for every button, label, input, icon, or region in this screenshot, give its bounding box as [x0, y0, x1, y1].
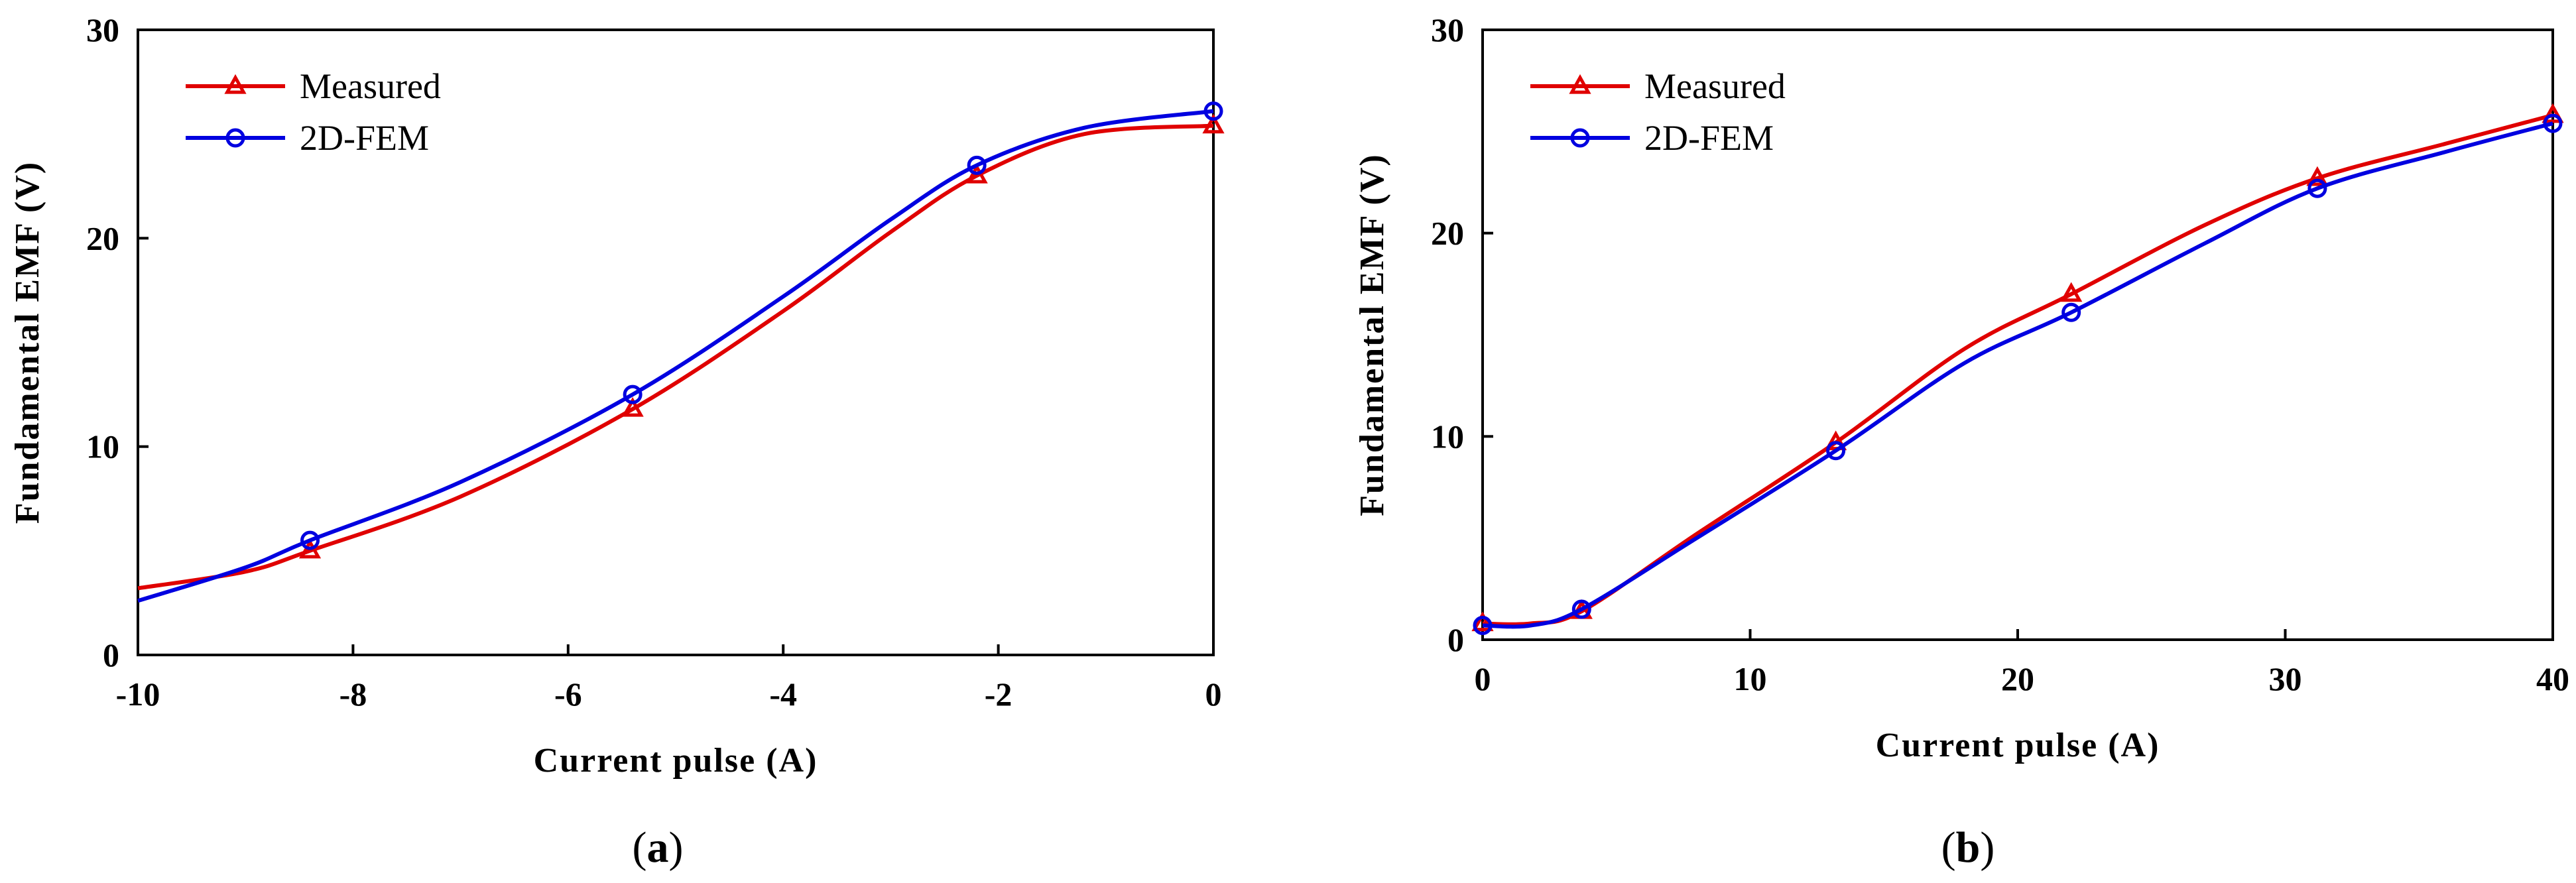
- chart-panel-b: 0 10 20 30 40 0 10 20 30 Current pulse (A) Fundame…: [1353, 11, 2569, 764]
- data-point-fem-b-1: [1571, 599, 1591, 619]
- data-point-fem-b-4: [2307, 178, 2327, 198]
- data-point-fem-b-2: [1826, 441, 1846, 461]
- y-tick-label-a-0: 0: [103, 636, 119, 674]
- y-axis-title-a: Fundamental EMF (V): [9, 161, 46, 524]
- x-tick-label-a-5: 0: [1205, 676, 1222, 713]
- x-tick-label-a-0: -10: [116, 676, 160, 713]
- legend-marker-fem-b: [1570, 128, 1590, 148]
- series-line-measured-b: [1482, 113, 2553, 626]
- data-point-measured-b-3: [2060, 282, 2083, 302]
- x-tick-label-a-4: -2: [985, 676, 1012, 713]
- x-tick-label-b-4: 40: [2536, 660, 2569, 697]
- x-axis-title-b: Current pulse (A): [1876, 727, 2160, 764]
- y-tick-label-b-0: 0: [1447, 621, 1464, 658]
- legend-label-measured-b: Measured: [1644, 66, 1786, 106]
- legend-label-measured-a: Measured: [300, 66, 441, 106]
- data-point-measured-a-0: [298, 538, 322, 559]
- x-tick-label-b-1: 10: [1734, 660, 1767, 697]
- data-point-fem-b-5: [2543, 113, 2563, 133]
- legend-label-fem-b: 2D-FEM: [1644, 118, 1774, 158]
- series-line-fem-b: [1482, 121, 2553, 629]
- x-tick-label-b-3: 30: [2269, 660, 2302, 697]
- data-point-fem-b-3: [2061, 302, 2081, 322]
- legend-label-fem-a: 2D-FEM: [300, 118, 429, 158]
- data-point-measured-b-5: [2542, 103, 2564, 123]
- panel-b-caption: (b): [1941, 823, 1995, 872]
- x-tick-label-b-0: 0: [1475, 660, 1491, 697]
- legend-marker-measured-b: [1569, 74, 1591, 94]
- data-point-measured-a-1: [621, 396, 644, 417]
- x-axis-title-a: Current pulse (A): [534, 742, 818, 780]
- legend-marker-fem-a: [225, 128, 245, 148]
- y-tick-label-b-1: 10: [1431, 418, 1464, 455]
- data-point-measured-b-4: [2306, 166, 2329, 186]
- data-point-fem-a-3: [1203, 101, 1223, 121]
- data-point-fem-b-0: [1473, 616, 1493, 636]
- series-line-fem-a: [137, 109, 1214, 603]
- series-line-measured-a: [137, 123, 1214, 591]
- x-tick-label-a-3: -4: [769, 676, 797, 713]
- y-axis-title-b: Fundamental EMF (V): [1353, 153, 1391, 516]
- y-tick-label-a-3: 30: [86, 11, 119, 48]
- y-tick-label-a-2: 20: [86, 219, 119, 257]
- plot-frame-a: [137, 29, 1215, 656]
- data-point-fem-a-2: [967, 155, 987, 175]
- panel-a-caption: (a): [633, 823, 684, 872]
- data-point-fem-a-1: [623, 384, 643, 404]
- data-point-fem-a-0: [300, 530, 320, 550]
- y-tick-label-a-1: 10: [86, 428, 119, 465]
- x-tick-label-a-2: -6: [554, 676, 582, 713]
- legend-marker-measured-a: [224, 74, 247, 94]
- data-point-measured-a-3: [1202, 113, 1225, 134]
- chart-panel-a: -10 -8 -6 -4 -2 0 0 10 20 30 Current pulse (A) Fund…: [9, 11, 1225, 780]
- x-tick-label-a-1: -8: [339, 676, 367, 713]
- y-tick-label-b-2: 20: [1431, 215, 1464, 252]
- data-point-measured-a-2: [965, 163, 988, 184]
- data-point-measured-b-0: [1471, 611, 1494, 632]
- y-tick-label-b-3: 30: [1431, 11, 1464, 48]
- x-tick-label-b-2: 20: [2001, 660, 2034, 697]
